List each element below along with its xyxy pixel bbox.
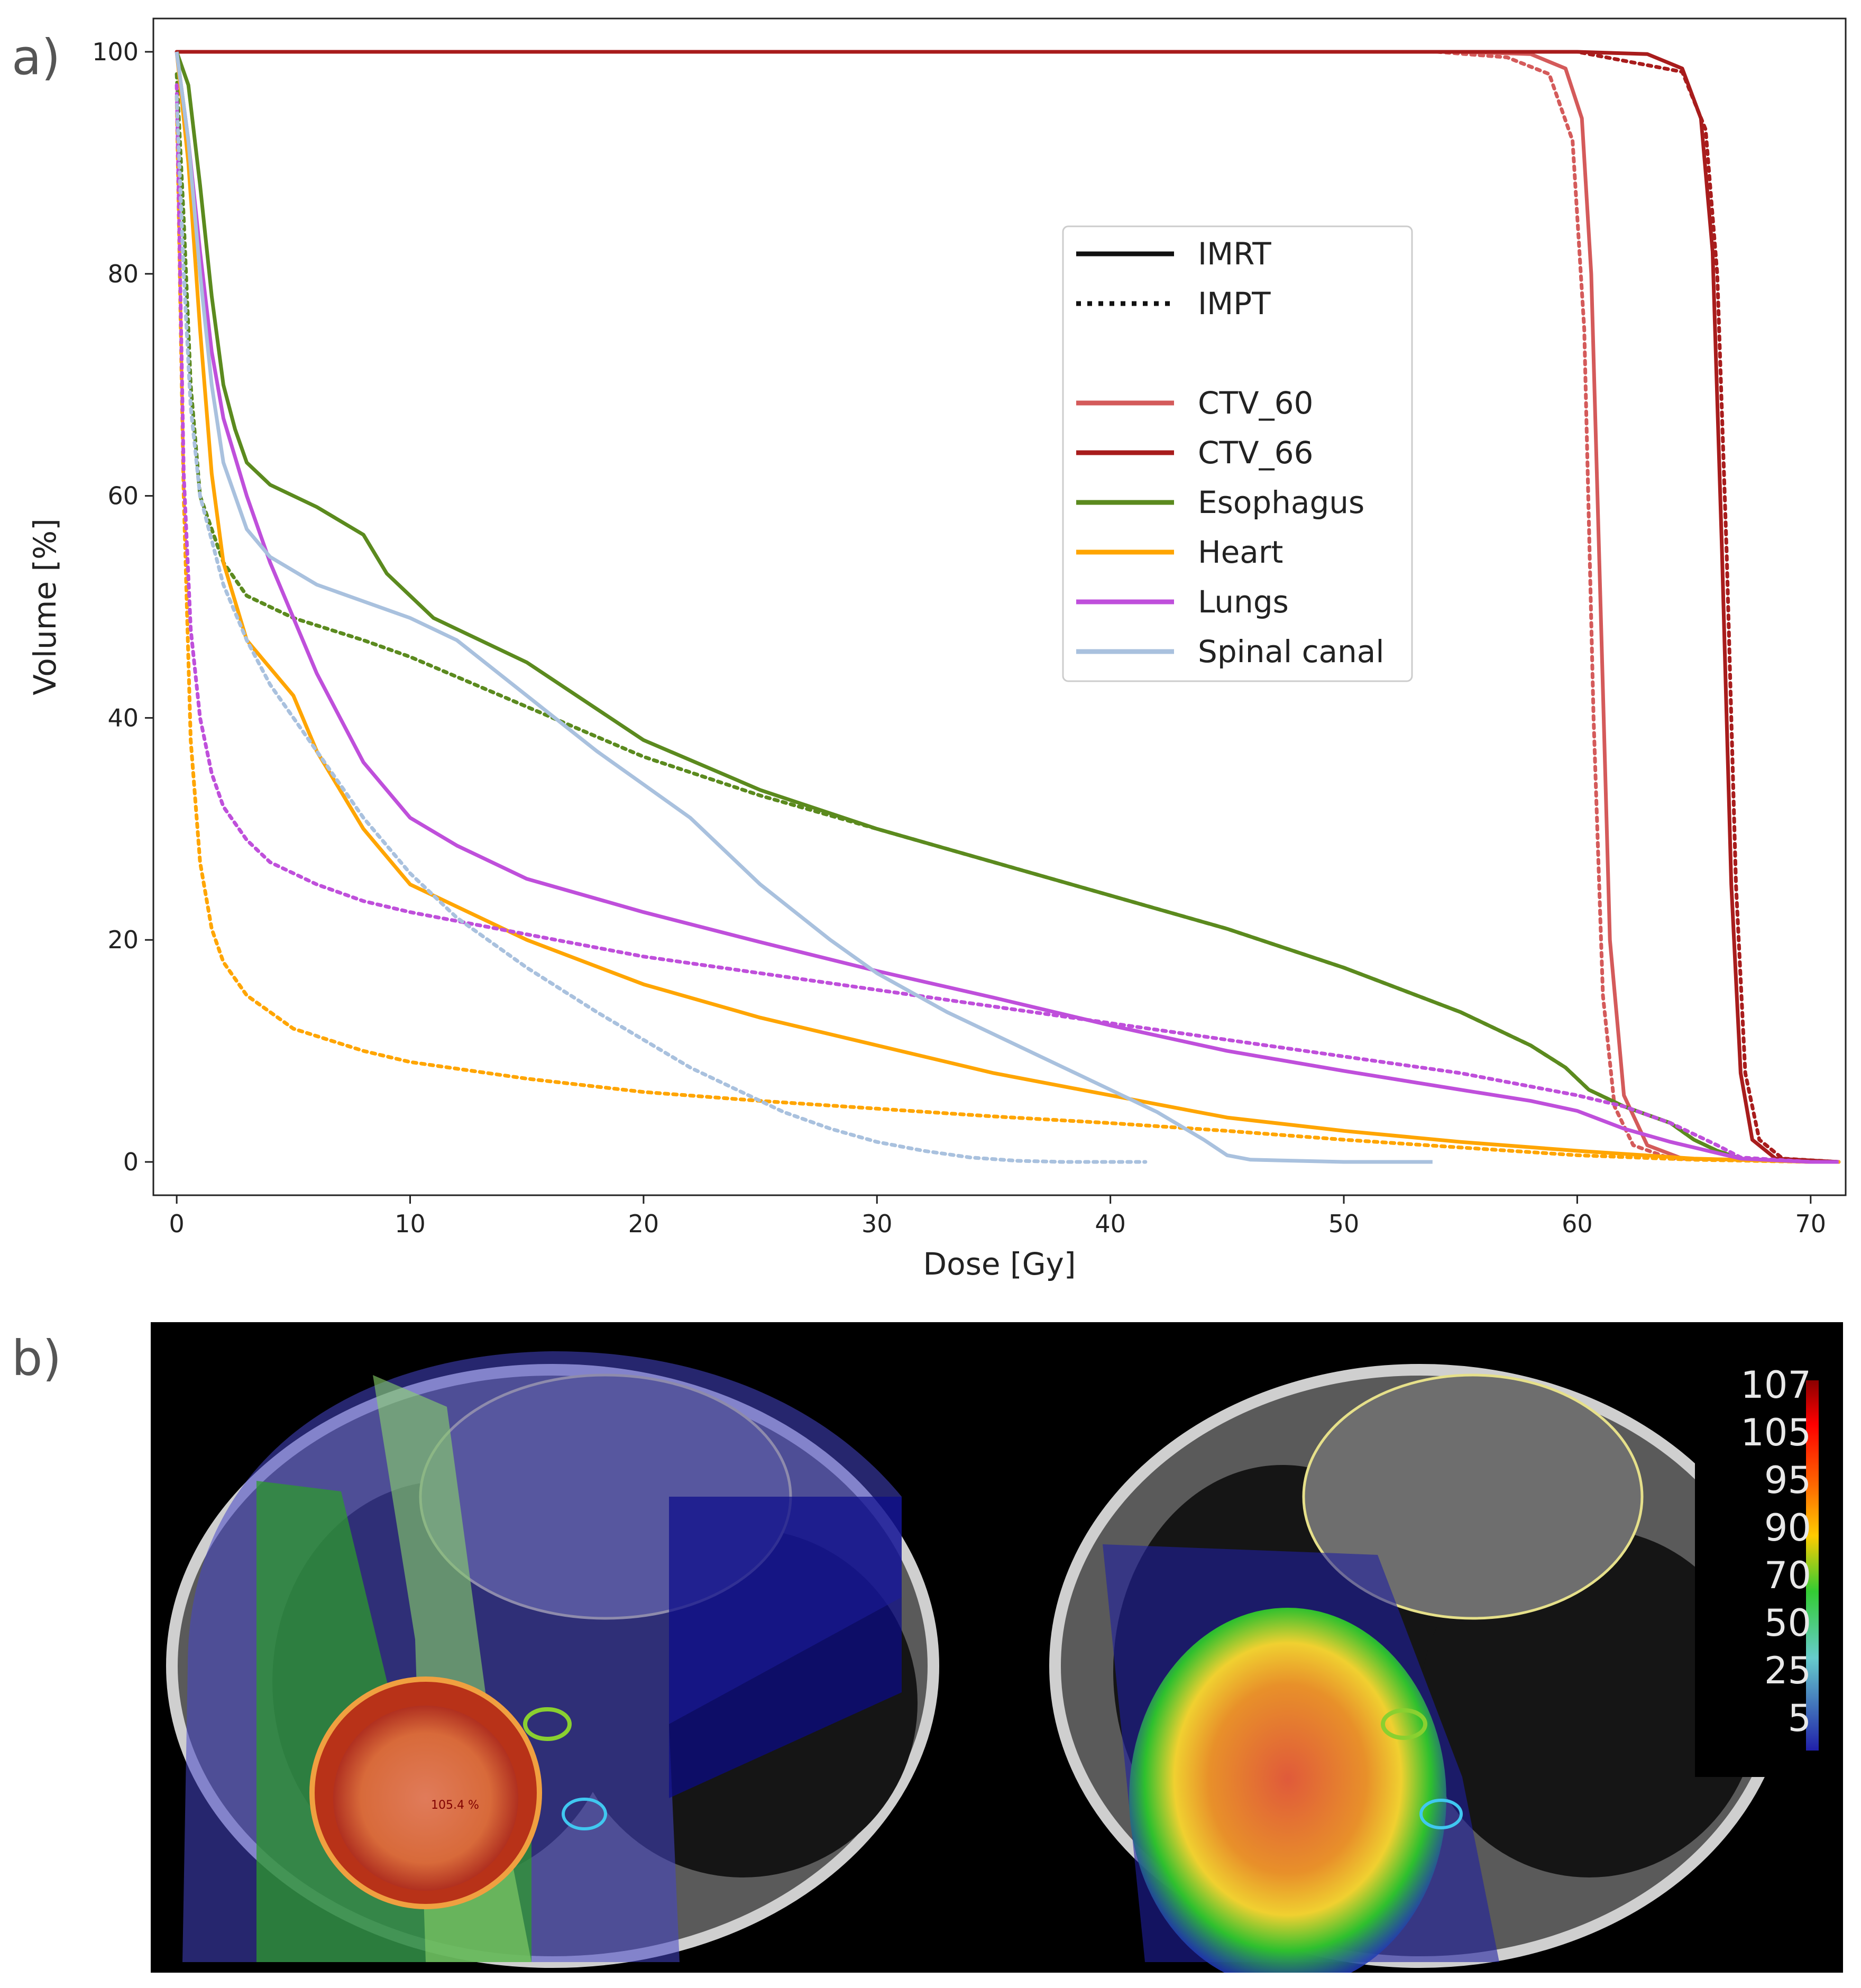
- heart-right: [1302, 1373, 1644, 1620]
- legend-box: [1062, 225, 1413, 682]
- series-esophagus-impt: [175, 72, 1841, 1164]
- colorbar-label-25: 25: [1764, 1649, 1811, 1692]
- x-tick-label: 30: [861, 1210, 893, 1238]
- spinal-canal-right: [1419, 1799, 1463, 1829]
- colorbar-label-107: 107: [1740, 1363, 1811, 1407]
- x-tick-label: 10: [395, 1210, 426, 1238]
- colorbar-label-5: 5: [1787, 1697, 1811, 1740]
- series-ctv-60-impt: [175, 50, 1841, 1164]
- colorbar-label-70: 70: [1764, 1554, 1811, 1597]
- series-ctv-66-impt: [175, 50, 1841, 1164]
- panel-a-label: a): [12, 29, 61, 86]
- plot-frame: [152, 17, 1847, 1196]
- x-tick-label: 40: [1095, 1210, 1126, 1238]
- esophagus-left: [523, 1707, 572, 1741]
- y-axis-label: Volume [%]: [27, 518, 63, 695]
- legend-label-lungs: Lungs: [1198, 584, 1289, 620]
- series-heart-imrt: [175, 51, 1839, 1164]
- dose-gradient-right: [1129, 1608, 1446, 1973]
- ctv-core-left: [333, 1706, 518, 1891]
- y-tick-label: 80: [107, 260, 139, 288]
- legend-label-impt: IMPT: [1198, 286, 1271, 322]
- legend-label-heart: Heart: [1198, 534, 1283, 570]
- colorbar-label-50: 50: [1764, 1601, 1811, 1645]
- ct-slice-imrt: 105.4 %: [166, 1351, 939, 1968]
- colorbar-label-90: 90: [1764, 1506, 1811, 1550]
- colorbar-label-105: 105: [1740, 1411, 1811, 1454]
- x-tick-label: 20: [628, 1210, 659, 1238]
- y-tick-label: 100: [92, 38, 139, 66]
- series-heart-impt: [175, 94, 1841, 1164]
- y-tick-label: 20: [107, 926, 139, 954]
- dose-blue-band-left: [669, 1497, 902, 1798]
- series-lungs-impt: [175, 83, 1841, 1164]
- legend-label-imrt: IMRT: [1198, 236, 1271, 272]
- legend-label-ctv-60: CTV_60: [1198, 385, 1313, 421]
- ct-dose-images: 105.4 % 107 105 95 90 70 50 25 5: [151, 1322, 1843, 1973]
- legend-label-ctv-66: CTV_66: [1198, 435, 1313, 471]
- x-tick-label: 70: [1795, 1210, 1827, 1238]
- max-dose-label-left: 105.4 %: [431, 1799, 479, 1812]
- ct-slice-impt: [1049, 1364, 1791, 1973]
- y-tick-label: 40: [107, 703, 139, 732]
- esophagus-right: [1381, 1708, 1427, 1740]
- x-tick-label: 0: [169, 1210, 184, 1238]
- dose-colorbar: [1695, 1364, 1843, 1777]
- legend-label-esophagus: Esophagus: [1198, 484, 1364, 520]
- y-tick-label: 0: [123, 1148, 139, 1176]
- dvh-chart: 0 10 20 30 40 50 60 70 0 20 40 60 80 100 Dose [Gy] Volu…: [27, 17, 1847, 1282]
- colorbar-label-95: 95: [1764, 1459, 1811, 1502]
- series-spinal-canal-imrt: [175, 51, 1433, 1164]
- spinal-canal-left: [562, 1798, 607, 1830]
- panel-b-label: b): [12, 1330, 62, 1387]
- x-axis-label: Dose [Gy]: [923, 1246, 1076, 1282]
- legend-label-spinal-canal: Spinal canal: [1198, 634, 1384, 670]
- x-tick-label: 50: [1328, 1210, 1360, 1238]
- series-ctv-66-imrt: [177, 50, 1839, 1164]
- y-tick-label: 60: [107, 482, 139, 510]
- colorbar-gradient: [1806, 1380, 1819, 1751]
- series-spinal-canal-impt: [175, 94, 1148, 1164]
- series-lungs-imrt: [175, 51, 1839, 1164]
- x-tick-label: 60: [1562, 1210, 1593, 1238]
